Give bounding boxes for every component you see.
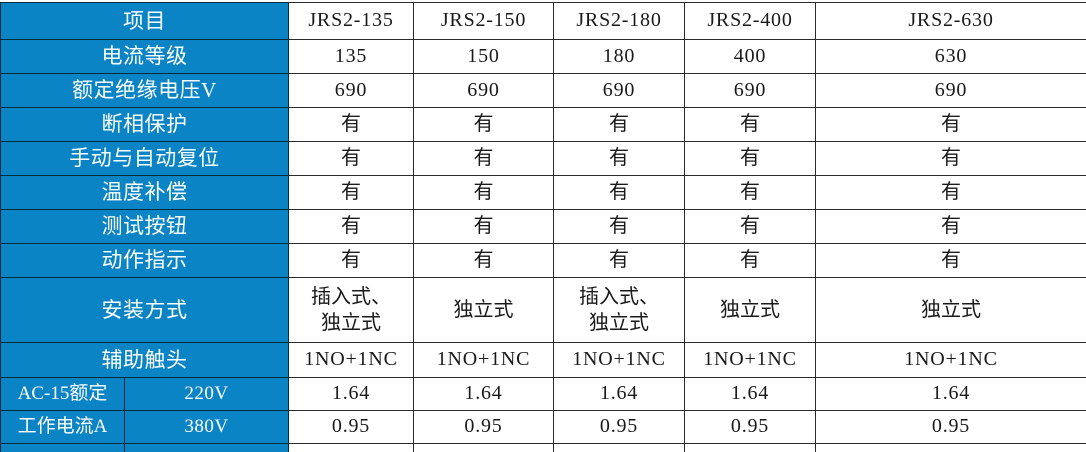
ac15-group-label-line2: 工作电流A (0, 410, 125, 444)
cell-value: 1NO+1NC (288, 342, 414, 378)
column-header-model-2: JRS2-180 (553, 2, 685, 40)
cell-value: 0.95 (553, 410, 685, 444)
cutoff-cell (124, 443, 289, 452)
cell-value: 1.64 (815, 377, 1086, 411)
cell-value: 690 (413, 73, 554, 108)
cell-value: 有 (413, 243, 554, 278)
cell-value: 有 (288, 141, 414, 176)
cutoff-cell (413, 443, 554, 452)
cell-value: 1NO+1NC (413, 342, 554, 378)
column-header-item: 项目 (0, 2, 289, 40)
cell-value: 1.64 (288, 377, 414, 411)
ac15-sub-row-label: 220V (124, 377, 289, 411)
row-label: 安装方式 (0, 277, 289, 343)
table-row: 辅助触头 1NO+1NC 1NO+1NC 1NO+1NC 1NO+1NC 1NO… (0, 342, 1086, 378)
row-label: 辅助触头 (0, 342, 289, 378)
cell-value: 有 (815, 107, 1086, 142)
cell-value: 有 (684, 209, 816, 244)
row-label: 测试按钮 (0, 209, 289, 244)
table-row: 测试按钮 有 有 有 有 有 (0, 209, 1086, 244)
cell-value: 有 (413, 209, 554, 244)
cell-value: 独立式 (413, 277, 554, 343)
cutoff-cell (815, 443, 1086, 452)
column-header-model-1: JRS2-150 (413, 2, 554, 40)
table-row-partial-cutoff (0, 443, 1086, 452)
cell-value: 有 (413, 175, 554, 210)
cell-value: 有 (288, 209, 414, 244)
cell-value: 690 (553, 73, 685, 108)
cell-value: 135 (288, 39, 414, 74)
cell-value: 1NO+1NC (815, 342, 1086, 378)
column-header-model-4: JRS2-630 (815, 2, 1086, 40)
column-header-model-3: JRS2-400 (684, 2, 816, 40)
cell-value: 有 (684, 107, 816, 142)
table-row: 电流等级 135 150 180 400 630 (0, 39, 1086, 74)
cell-value: 0.95 (684, 410, 816, 444)
cell-value: 1NO+1NC (684, 342, 816, 378)
cell-value: 有 (413, 141, 554, 176)
row-label: 额定绝缘电压V (0, 73, 289, 108)
cell-value: 有 (553, 243, 685, 278)
cell-value: 有 (413, 107, 554, 142)
cell-value: 1.64 (684, 377, 816, 411)
ac15-sub-row-label: 380V (124, 410, 289, 444)
cell-value: 400 (684, 39, 816, 74)
row-label: 手动与自动复位 (0, 141, 289, 176)
cell-value: 有 (684, 175, 816, 210)
cell-value: 180 (553, 39, 685, 74)
cell-value: 插入式、 独立式 (288, 277, 414, 343)
column-header-model-0: JRS2-135 (288, 2, 414, 40)
table-row: 手动与自动复位 有 有 有 有 有 (0, 141, 1086, 176)
cutoff-cell (0, 443, 125, 452)
cell-value: 有 (288, 175, 414, 210)
cell-value: 有 (553, 107, 685, 142)
cell-value: 有 (553, 209, 685, 244)
row-label: 动作指示 (0, 243, 289, 278)
cell-value: 1.64 (553, 377, 685, 411)
cell-value: 有 (684, 243, 816, 278)
table-row: 额定绝缘电压V 690 690 690 690 690 (0, 73, 1086, 108)
row-label: 电流等级 (0, 39, 289, 74)
cell-value: 0.95 (413, 410, 554, 444)
cell-value: 690 (815, 73, 1086, 108)
cell-value: 1.64 (413, 377, 554, 411)
cell-value: 690 (684, 73, 816, 108)
cell-value: 150 (413, 39, 554, 74)
cell-value: 有 (815, 175, 1086, 210)
cell-value: 插入式、 独立式 (553, 277, 685, 343)
row-label: 断相保护 (0, 107, 289, 142)
ac15-group-label-line1: AC-15额定 (0, 377, 125, 411)
cell-value: 有 (288, 107, 414, 142)
cutoff-cell (684, 443, 816, 452)
cell-value: 独立式 (684, 277, 816, 343)
cell-value: 有 (815, 209, 1086, 244)
cell-value: 有 (684, 141, 816, 176)
cell-value: 有 (288, 243, 414, 278)
table-row: 断相保护 有 有 有 有 有 (0, 107, 1086, 142)
cell-value: 630 (815, 39, 1086, 74)
row-label: 温度补偿 (0, 175, 289, 210)
cell-value: 有 (553, 175, 685, 210)
cell-value: 0.95 (815, 410, 1086, 444)
cell-value: 有 (815, 243, 1086, 278)
cell-value: 有 (553, 141, 685, 176)
cell-value: 690 (288, 73, 414, 108)
cell-value: 0.95 (288, 410, 414, 444)
table-row: 安装方式 插入式、 独立式 独立式 插入式、 独立式 独立式 独立式 (0, 277, 1086, 343)
cutoff-cell (553, 443, 685, 452)
cell-value: 独立式 (815, 277, 1086, 343)
table-row: 温度补偿 有 有 有 有 有 (0, 175, 1086, 210)
table-row: 工作电流A 380V 0.95 0.95 0.95 0.95 0.95 (0, 410, 1086, 444)
table-row-header: 项目 JRS2-135 JRS2-150 JRS2-180 JRS2-400 J… (0, 2, 1086, 40)
table-row: AC-15额定 220V 1.64 1.64 1.64 1.64 1.64 (0, 377, 1086, 411)
table-row: 动作指示 有 有 有 有 有 (0, 243, 1086, 278)
cutoff-cell (288, 443, 414, 452)
cell-value: 有 (815, 141, 1086, 176)
cell-value: 1NO+1NC (553, 342, 685, 378)
